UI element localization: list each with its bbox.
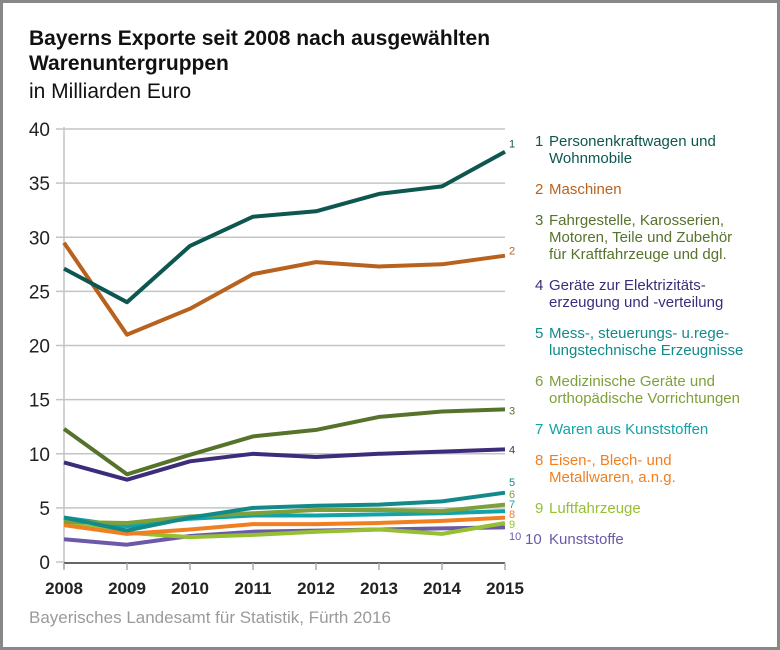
legend-number: 5 (535, 325, 544, 342)
series-line-5 (63, 490, 506, 533)
legend-item-6: 6 Medizinische Geräte und orthopädische V… (535, 373, 775, 407)
series-end-label-9: 9 (509, 519, 515, 531)
source-note: Bayerisches Landesamt für Statistik, Für… (29, 608, 391, 627)
series-end-label-3: 3 (509, 405, 515, 417)
x-axis: 2008 2009 2010 2011 2012 2013 2014 2015 (45, 562, 524, 598)
legend-label: Waren aus Kunststoffen (549, 421, 709, 438)
y-tick-label: 15 (29, 391, 50, 412)
legend-number: 4 (535, 277, 544, 294)
series-line-1 (63, 149, 506, 305)
series-line-4 (63, 447, 506, 482)
legend-item-9: 9 Luftfahrzeuge (535, 500, 775, 517)
legend-number: 1 (535, 133, 544, 150)
x-tick-label: 2014 (423, 579, 461, 598)
series-line-3 (62, 407, 506, 477)
y-tick-label: 10 (29, 445, 50, 466)
x-tick-label: 2013 (360, 579, 398, 598)
series-end-label-2: 2 (509, 246, 515, 258)
legend-label: Eisen-, Blech- und Metallwaren, a.n.g. (549, 452, 676, 486)
legend-item-10: 10 Kunststoffe (525, 531, 775, 548)
legend-number: 8 (535, 452, 544, 469)
x-tick-label: 2010 (171, 579, 209, 598)
legend-number: 3 (535, 212, 544, 229)
legend-item-7: 7 Waren aus Kunststoffen (535, 421, 775, 438)
y-tick-label: 30 (29, 228, 50, 249)
legend-label: Fahrgestelle, Karosserien, Motoren, Teil… (549, 212, 733, 263)
y-tick-label: 35 (29, 174, 50, 195)
legend-label: Maschinen (549, 181, 622, 198)
legend-item-2: 2 Maschinen (535, 181, 775, 198)
series-end-label-5: 5 (509, 477, 515, 489)
chart-title: Bayerns Exporte seit 2008 nach ausgewähl… (29, 27, 491, 75)
legend-item-3: 3 Fahrgestelle, Karosserien, Motoren, Tei… (535, 212, 775, 263)
y-tick-label: 5 (39, 499, 50, 520)
y-tick-label: 40 (29, 120, 50, 141)
y-axis: 0 5 10 15 20 25 30 35 40 (29, 120, 65, 574)
legend-label: Medizinische Geräte und orthopädische Vo… (549, 373, 740, 407)
legend-item-1: 1 Personenkraftwagen und Wohnmobile (535, 133, 775, 167)
legend-label: Luftfahrzeuge (549, 500, 641, 517)
legend-number: 2 (535, 181, 544, 198)
series-end-label-1: 1 (509, 139, 515, 151)
series-lines (62, 149, 506, 547)
chart-subtitle: in Milliarden Euro (29, 80, 192, 103)
y-tick-label: 20 (29, 337, 50, 358)
legend-item-5: 5 Mess-, steuerungs- u.rege- lungstechnis… (535, 325, 775, 359)
series-end-label-10: 10 (509, 531, 521, 543)
legend: 1 Personenkraftwagen und Wohnmobile 2 Masch… (525, 133, 775, 562)
x-tick-label: 2008 (45, 579, 83, 598)
series-line-8 (63, 515, 506, 536)
legend-label: Personenkraftwagen und Wohnmobile (549, 133, 716, 167)
legend-number: 6 (535, 373, 544, 390)
x-tick-label: 2015 (486, 579, 524, 598)
x-tick-label: 2009 (108, 579, 146, 598)
legend-number: 9 (535, 500, 544, 517)
series-end-label-8: 8 (509, 509, 515, 521)
series-end-label-7: 7 (509, 499, 515, 511)
series-end-label-4: 4 (509, 444, 515, 456)
x-tick-label: 2011 (235, 579, 272, 598)
y-tick-label: 25 (29, 282, 50, 303)
legend-item-4: 4 Geräte zur Elektrizitäts- erzeugung und… (535, 277, 775, 311)
y-tick-label: 0 (39, 553, 50, 574)
legend-item-8: 8 Eisen-, Blech- und Metallwaren, a.n.g. (535, 452, 775, 486)
legend-number: 7 (535, 421, 544, 438)
legend-number: 10 (525, 531, 542, 548)
x-tick-label: 2012 (297, 579, 335, 598)
series-line-10 (63, 525, 506, 547)
legend-label: Kunststoffe (549, 531, 624, 548)
series-line-7 (63, 509, 506, 529)
series-line-2 (62, 241, 506, 337)
gridlines (56, 128, 505, 563)
legend-label: Mess-, steuerungs- u.rege- lungstechnisc… (549, 325, 744, 359)
series-line-6 (63, 502, 506, 525)
series-end-label-6: 6 (509, 489, 515, 501)
legend-label: Geräte zur Elektrizitäts- erzeugung und … (549, 277, 724, 311)
